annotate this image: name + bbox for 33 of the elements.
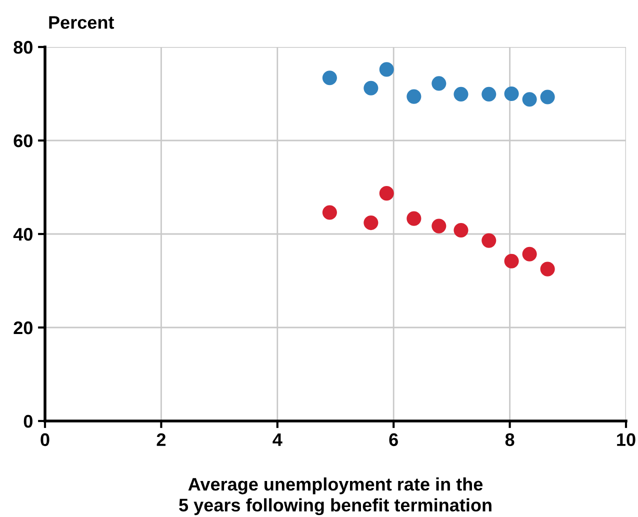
point: [364, 80, 378, 96]
point: [540, 90, 555, 104]
point: [364, 215, 378, 230]
y-tick-label: 80: [14, 40, 32, 54]
point: [504, 86, 519, 102]
point: [454, 222, 468, 238]
x-tick-label: 4: [272, 433, 282, 446]
y-axis-title: Percent: [49, 16, 114, 29]
point: [322, 70, 337, 86]
point: [379, 62, 394, 77]
x-axis-title: Average unemployment rate in the 5 years following benefit termination: [179, 477, 492, 516]
point: [522, 92, 537, 107]
point: [522, 246, 537, 262]
x-tick-label: 6: [389, 433, 398, 446]
point: [540, 262, 555, 276]
point: [379, 186, 394, 201]
point: [504, 254, 519, 268]
point: [432, 76, 446, 91]
point: [432, 218, 446, 234]
point: [406, 211, 422, 226]
y-tick-label: 40: [13, 228, 32, 241]
x-tick-label: 10: [617, 433, 636, 446]
y-tick-label: 60: [14, 134, 32, 148]
x-tick-label: 0: [40, 433, 50, 446]
y-tick-label: 20: [14, 321, 32, 334]
point: [406, 89, 422, 104]
point: [482, 233, 496, 248]
point: [482, 86, 496, 102]
x-tick-label: 8: [505, 433, 514, 446]
y-tick-label: 0: [24, 414, 32, 428]
point: [454, 86, 468, 102]
x-tick-label: 2: [156, 433, 166, 446]
point: [322, 205, 337, 220]
